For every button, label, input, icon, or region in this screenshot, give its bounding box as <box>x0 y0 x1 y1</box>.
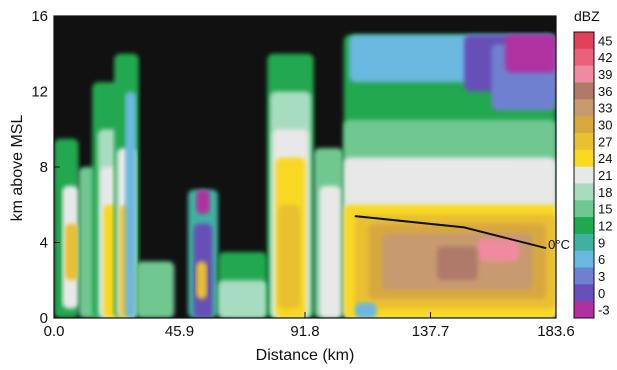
x-axis-title: Distance (km) <box>256 347 355 364</box>
colorbar-swatch <box>574 250 594 269</box>
colorbar-level-label: 30 <box>598 118 612 133</box>
colorbar-level-label: 18 <box>598 185 612 200</box>
colorbar-level-label: 45 <box>598 33 612 48</box>
colorbar-level-label: 36 <box>598 84 612 99</box>
colorbar-level-label: 27 <box>598 134 612 149</box>
colorbar-swatch <box>574 32 594 50</box>
colorbar-swatch <box>574 82 594 100</box>
reflectivity-cell <box>125 91 137 318</box>
y-tick-label: 8 <box>40 159 48 176</box>
reflectivity-cell <box>354 302 377 318</box>
colorbar-level-label: 39 <box>598 67 612 82</box>
x-tick-label: 137.7 <box>412 323 450 340</box>
colorbar-frame <box>573 31 595 319</box>
x-tick-label: 45.9 <box>165 323 194 340</box>
colorbar-swatch <box>574 149 594 168</box>
colorbar-swatch <box>574 65 594 83</box>
colorbar-title: dBZ <box>574 8 600 24</box>
y-tick-label: 16 <box>31 8 48 25</box>
colorbar-swatch <box>574 166 594 184</box>
colorbar-level-label: 3 <box>598 269 605 284</box>
colorbar-swatch <box>574 267 594 285</box>
reflectivity-cell <box>136 261 175 318</box>
reflectivity-cell <box>196 261 208 300</box>
reflectivity-cell <box>278 204 301 309</box>
colorbar-swatch <box>574 233 594 252</box>
reflectivity-cell <box>505 34 556 73</box>
colorbar-swatch <box>574 301 594 319</box>
colorbar-swatch <box>574 183 594 201</box>
colorbar-level-label: 6 <box>598 252 605 267</box>
y-axis: 0 4 8 12 16 <box>31 8 60 327</box>
colorbar-swatch <box>574 217 594 235</box>
reflectivity-cell <box>436 246 478 281</box>
x-tick-label: 91.8 <box>290 323 319 340</box>
colorbar-level-label: 21 <box>598 168 612 183</box>
colorbar-swatch <box>574 99 594 117</box>
colorbar-level-label: 9 <box>598 235 605 250</box>
reflectivity-cell <box>218 280 268 318</box>
colorbar-swatch <box>574 48 594 67</box>
reflectivity-cell <box>319 185 342 318</box>
y-tick-label: 0 <box>40 310 48 327</box>
colorbar-level-label: 33 <box>598 101 612 116</box>
freezing-level-label: 0°C <box>548 237 570 252</box>
y-tick-label: 4 <box>40 235 48 252</box>
y-axis-title: km above MSL <box>9 115 26 222</box>
colorbar-level-label: 15 <box>598 202 612 217</box>
y-tick-label: 12 <box>31 84 48 101</box>
reflectivity-field <box>54 34 556 318</box>
colorbar-level-label: 24 <box>598 151 612 166</box>
colorbar-level-label: 42 <box>598 50 612 65</box>
freezing-level-line <box>354 215 547 250</box>
reflectivity-cell <box>477 238 519 262</box>
colorbar-swatch <box>574 132 594 151</box>
colorbar-level-label: 12 <box>598 218 612 233</box>
colorbar-swatch <box>574 116 594 134</box>
x-tick-label: 0.0 <box>44 323 65 340</box>
colorbar-swatch <box>574 284 594 302</box>
reflectivity-cell <box>64 223 79 281</box>
colorbar-level-label: -3 <box>598 303 610 318</box>
colorbar-swatch <box>574 200 594 218</box>
x-tick-label: 183.6 <box>537 323 575 340</box>
x-axis: 0.0 45.9 91.8 137.7 183.6 <box>44 312 575 340</box>
colorbar-level-label: 0 <box>598 286 605 301</box>
reflectivity-cell <box>196 189 210 215</box>
